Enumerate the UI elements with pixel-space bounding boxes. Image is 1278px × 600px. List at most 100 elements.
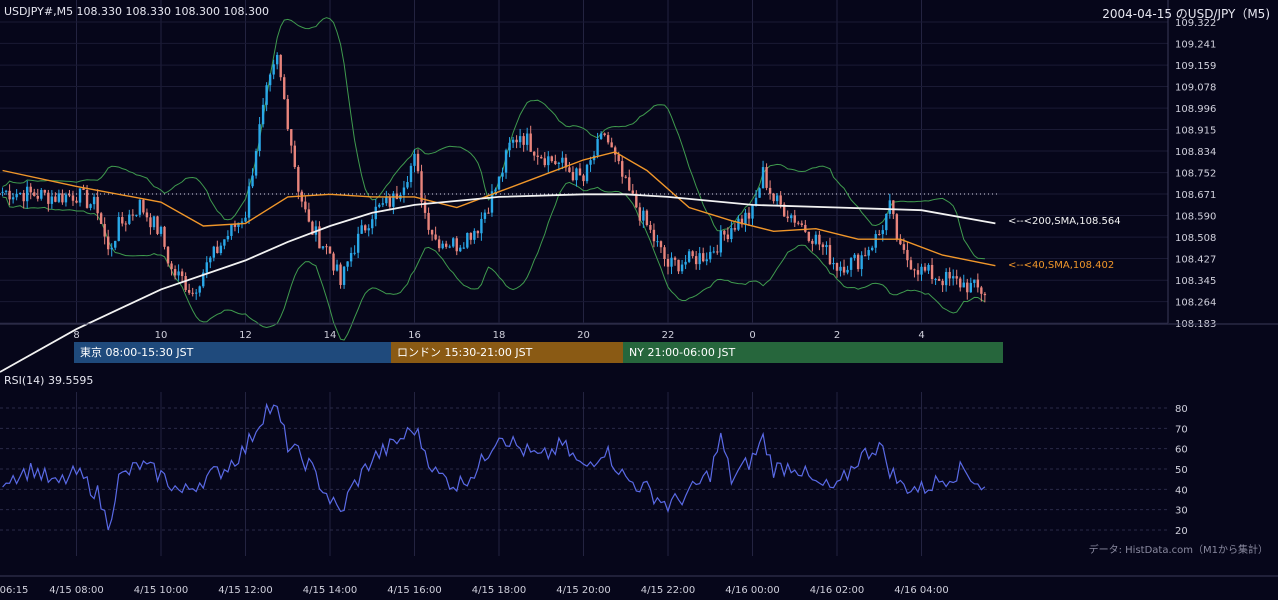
- candle-up: [385, 197, 388, 204]
- candle-down: [550, 156, 554, 162]
- candle-down: [723, 230, 726, 235]
- date-tick-label: 4/15 22:00: [641, 585, 695, 596]
- candle-down: [554, 161, 557, 164]
- rsi-tick-label: 70: [1175, 424, 1188, 435]
- candle-up: [849, 257, 853, 270]
- candle-down: [437, 239, 441, 249]
- candle-down: [937, 278, 941, 281]
- candle-down: [71, 195, 75, 201]
- candle-up: [89, 204, 92, 208]
- rsi-tick-label: 30: [1175, 506, 1188, 517]
- candle-down: [36, 195, 39, 199]
- candle-down: [170, 263, 173, 270]
- candle-down: [878, 234, 881, 236]
- candle-down: [307, 209, 311, 222]
- candle-down: [959, 278, 962, 288]
- candle-down: [747, 212, 751, 219]
- candle-down: [740, 218, 744, 225]
- candle-up: [64, 194, 68, 203]
- price-tick-label: 108.427: [1175, 255, 1216, 266]
- session-tokyo: 東京 08:00-15:30 JST: [74, 342, 391, 363]
- candle-up: [557, 162, 561, 164]
- candle-up: [114, 240, 117, 248]
- candle-up: [871, 247, 874, 251]
- candle-up: [244, 217, 247, 222]
- candle-down: [913, 269, 916, 271]
- candle-down: [85, 190, 89, 208]
- candle-down: [863, 255, 867, 257]
- candle-up: [50, 196, 54, 204]
- hour-tick-label: 20: [577, 330, 590, 341]
- candle-down: [434, 234, 437, 240]
- candle-down: [388, 197, 392, 207]
- candle-up: [656, 241, 659, 243]
- candle-up: [860, 255, 863, 270]
- candle-up: [719, 230, 723, 253]
- candle-down: [782, 204, 786, 217]
- sma200-line: [0, 193, 996, 373]
- candle-up: [511, 139, 515, 143]
- candle-up: [885, 213, 888, 231]
- candle-down: [290, 129, 293, 146]
- candle-up: [483, 212, 487, 219]
- candle-up: [258, 124, 261, 151]
- candle-up: [814, 234, 818, 244]
- candle-down: [628, 177, 631, 191]
- candle-down: [311, 221, 314, 235]
- candle-up: [698, 253, 701, 265]
- candle-up: [754, 197, 758, 206]
- candle-down: [564, 157, 568, 168]
- candle-down: [941, 280, 944, 286]
- candle-down: [364, 225, 367, 231]
- sma40-label: <--<40,SMA,108.402: [1008, 260, 1115, 271]
- candle-up: [219, 245, 223, 254]
- candle-up: [195, 292, 198, 294]
- candle-up: [335, 264, 339, 271]
- candle-up: [247, 186, 251, 218]
- candle-up: [261, 104, 265, 125]
- candle-up: [321, 246, 325, 249]
- candle-down: [121, 217, 124, 224]
- hour-tick-label: 0: [749, 330, 755, 341]
- candle-down: [638, 207, 642, 221]
- candle-down: [191, 292, 194, 294]
- candle-up: [670, 257, 673, 267]
- price-tick-label: 108.590: [1175, 211, 1216, 222]
- candle-up: [226, 235, 230, 240]
- date-tick-label: 4/16 02:00: [810, 585, 864, 596]
- sma40-line: [2, 151, 996, 267]
- candle-down: [106, 236, 110, 250]
- candle-up: [349, 253, 353, 262]
- candle-down: [983, 293, 987, 296]
- candle-up: [26, 186, 29, 202]
- candle-down: [529, 133, 532, 152]
- candle-down: [895, 214, 899, 240]
- candle-up: [18, 193, 22, 195]
- candle-down: [8, 190, 11, 200]
- candle-up: [518, 136, 522, 143]
- hour-tick-label: 14: [324, 330, 337, 341]
- date-tick-label: 06:15: [0, 585, 28, 596]
- candle-down: [828, 245, 832, 265]
- candle-down: [423, 201, 427, 213]
- candle-up: [973, 279, 976, 283]
- candle-down: [43, 189, 47, 193]
- candle-down: [29, 186, 32, 193]
- candle-up: [177, 271, 180, 276]
- price-tick-label: 109.078: [1175, 82, 1216, 93]
- candle-down: [603, 133, 606, 136]
- candle-down: [536, 155, 539, 157]
- candle-up: [413, 153, 416, 166]
- candle-down: [328, 246, 332, 254]
- candle-up: [969, 282, 972, 293]
- candle-down: [99, 213, 103, 224]
- candle-up: [709, 251, 712, 260]
- candle-down: [617, 154, 620, 162]
- candle-up: [360, 225, 363, 234]
- candle-up: [251, 175, 254, 187]
- candle-down: [297, 166, 300, 192]
- rsi-label: RSI(14) 39.5595: [4, 374, 94, 387]
- candle-down: [966, 282, 969, 293]
- candle-up: [57, 193, 61, 202]
- candle-down: [216, 246, 219, 254]
